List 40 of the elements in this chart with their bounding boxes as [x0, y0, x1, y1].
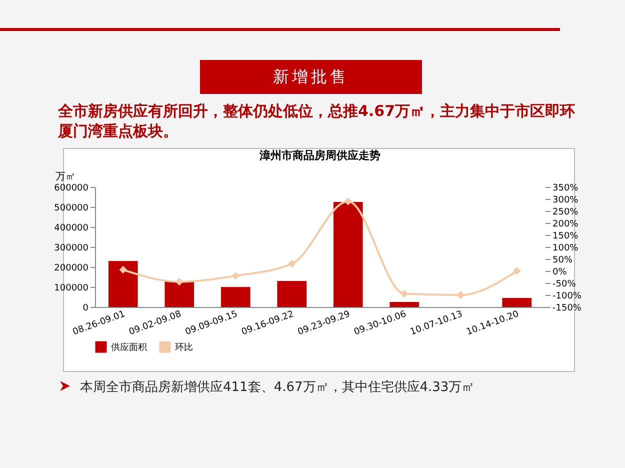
y-tick-label: 600000: [54, 184, 89, 194]
point: [288, 260, 296, 268]
bar: [277, 281, 307, 307]
legend-label: 供应面积: [111, 342, 147, 353]
text: 全市新房供应有所回升，整体仍处低位，总推4.67万㎡，主力集中于市区即环厦门湾重点板块。: [58, 101, 576, 141]
point: [400, 290, 408, 298]
y-tick-label: 300000: [54, 244, 89, 254]
point: [344, 198, 352, 206]
y2-tick-label: -150%: [552, 304, 582, 314]
y2-tick-label: 100%: [552, 244, 579, 254]
bar: [333, 202, 363, 307]
bar: [108, 261, 138, 307]
y2-tick-label: 0%: [552, 268, 568, 278]
point: [232, 272, 240, 280]
y2-tick-label: 250%: [552, 208, 579, 218]
y-tick-label: 500000: [54, 204, 89, 214]
y2-tick-label: -100%: [552, 292, 582, 302]
y2-tick-label: 50%: [552, 256, 573, 266]
point: [176, 278, 184, 286]
y-tick-label: 100000: [54, 284, 89, 294]
y2-tick-label: 300%: [552, 196, 579, 206]
chart-title: 漳州市商品房周供应走势: [258, 149, 380, 162]
text: 新增批售: [200, 60, 422, 94]
y2-tick-label: 150%: [552, 232, 579, 242]
y2-tick-label: 200%: [552, 220, 579, 230]
text: 本周全市商品房新增供应411套、4.67万㎡，其中住宅供应4.33万㎡: [80, 379, 476, 396]
bar: [390, 302, 420, 307]
point: [513, 267, 521, 275]
y-tick-label: 0: [82, 304, 89, 314]
y-tick-label: 200000: [54, 264, 89, 274]
y2-tick-label: -50%: [552, 280, 576, 290]
point: [119, 266, 127, 274]
y-axis-title: 万㎡: [56, 172, 76, 182]
y-tick-label: 400000: [54, 224, 89, 234]
y2-tick-label: 350%: [552, 184, 579, 194]
bar: [220, 287, 250, 307]
legend-label: 环比: [175, 342, 193, 353]
point: [456, 291, 464, 299]
bar: [502, 298, 532, 307]
bar: [164, 281, 194, 307]
